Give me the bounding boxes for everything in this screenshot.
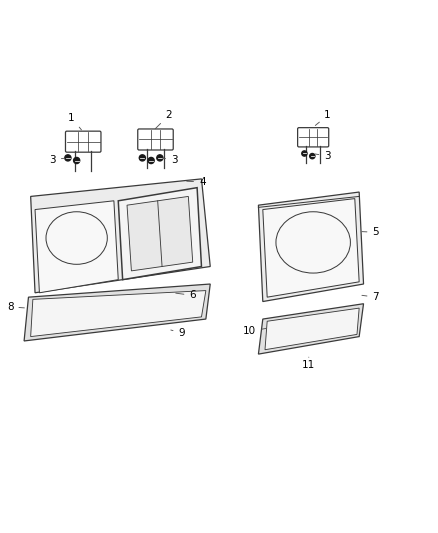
Polygon shape [265, 308, 359, 350]
FancyBboxPatch shape [297, 128, 328, 147]
Circle shape [302, 151, 307, 156]
Polygon shape [263, 199, 359, 297]
FancyBboxPatch shape [138, 129, 173, 150]
Circle shape [157, 155, 163, 161]
Circle shape [148, 157, 154, 164]
Circle shape [65, 155, 71, 161]
Text: 10: 10 [243, 326, 267, 336]
FancyBboxPatch shape [65, 131, 101, 152]
Text: 3: 3 [49, 155, 65, 165]
Circle shape [139, 155, 145, 161]
Text: 6: 6 [176, 290, 196, 301]
Polygon shape [258, 192, 364, 302]
Polygon shape [24, 284, 210, 341]
Polygon shape [31, 179, 210, 293]
Circle shape [74, 157, 80, 164]
Polygon shape [127, 197, 193, 271]
Text: 11: 11 [302, 357, 315, 370]
Polygon shape [118, 188, 201, 280]
Text: 3: 3 [315, 151, 331, 161]
Polygon shape [258, 304, 364, 354]
Text: 1: 1 [315, 110, 331, 125]
Text: 5: 5 [362, 228, 379, 237]
Text: 1: 1 [68, 112, 81, 130]
Text: 2: 2 [155, 110, 172, 129]
Polygon shape [35, 201, 118, 293]
Polygon shape [31, 290, 206, 336]
Text: 4: 4 [187, 177, 206, 187]
Text: 3: 3 [162, 155, 178, 165]
Circle shape [310, 154, 315, 159]
Text: 8: 8 [7, 302, 25, 312]
Text: 7: 7 [362, 292, 379, 302]
Text: 9: 9 [171, 328, 185, 338]
